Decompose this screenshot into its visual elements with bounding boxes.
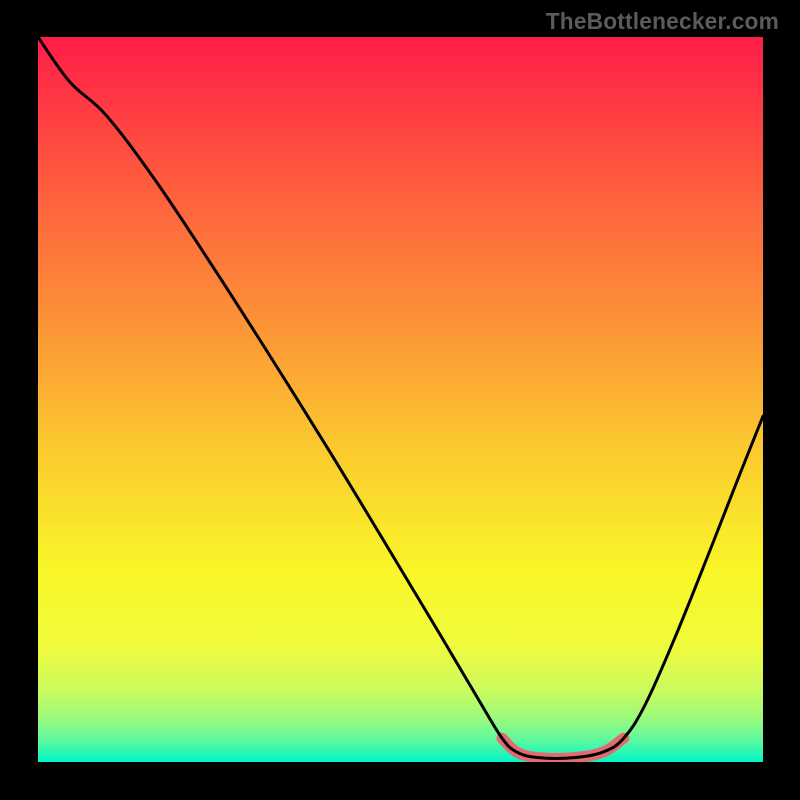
plot-area — [38, 37, 763, 762]
watermark-label: TheBottlenecker.com — [546, 8, 779, 35]
valley-highlight-path — [502, 738, 624, 758]
bottleneck-curve-path — [38, 37, 763, 758]
chart-svg — [38, 37, 763, 762]
